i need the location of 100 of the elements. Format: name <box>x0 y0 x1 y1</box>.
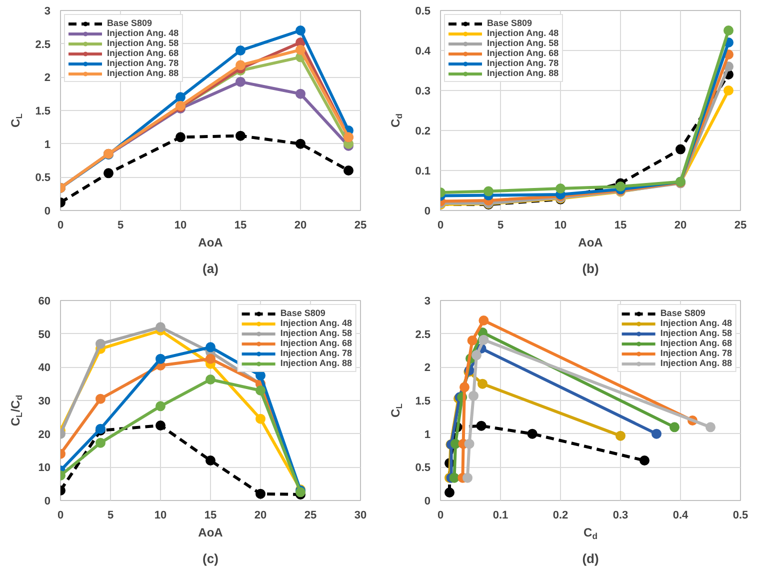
y-tick-label: 2.5 <box>35 38 51 51</box>
point <box>256 370 266 380</box>
legend-label: Base S809 <box>280 308 326 318</box>
x-tick-label: 10 <box>554 220 567 232</box>
point <box>472 350 482 360</box>
legend-label: Injection Ang. 78 <box>107 58 179 68</box>
y-tick-label: 0.2 <box>415 126 431 138</box>
x-tick-label: 5 <box>497 220 504 232</box>
x-axis-title: AoA <box>198 236 224 250</box>
point <box>236 76 246 87</box>
point <box>206 354 216 364</box>
legend-label: Injection Ang. 68 <box>660 338 732 348</box>
y-tick-label: 3 <box>424 296 431 308</box>
y-axis-title: CL/Cd <box>8 394 24 426</box>
x-tick-label: 5 <box>117 220 124 232</box>
x-tick-label: 25 <box>734 220 747 232</box>
x-tick-label: 15 <box>234 220 247 232</box>
text: (c) <box>202 551 218 566</box>
point <box>296 26 306 36</box>
legend-label: Injection Ang. 58 <box>487 38 559 48</box>
y-axis-title: CL <box>388 404 404 418</box>
text: (b) <box>582 261 599 276</box>
y-tick-label: 0 <box>44 206 51 218</box>
point <box>556 184 566 194</box>
y-axis-title: CL <box>8 114 24 128</box>
y-tick-label: 0.4 <box>415 46 432 58</box>
point <box>464 438 474 449</box>
x-tick-label: 0.3 <box>612 510 628 522</box>
y-tick-label: 0.5 <box>35 172 51 184</box>
y-tick-label: 1 <box>44 138 51 151</box>
point <box>670 422 680 432</box>
point <box>296 44 306 55</box>
point <box>176 132 186 142</box>
legend-label: Injection Ang. 78 <box>660 348 732 358</box>
y-tick-label: 1 <box>424 428 431 441</box>
point <box>256 386 266 396</box>
point <box>484 186 494 196</box>
point <box>156 354 166 364</box>
x-tick-label: 20 <box>294 220 307 232</box>
point <box>256 414 266 424</box>
x-axis-title: AoA <box>578 236 604 250</box>
legend-label: Injection Ang. 68 <box>107 48 179 58</box>
y-tick-label: 0.1 <box>415 166 431 178</box>
point <box>176 92 186 102</box>
point <box>156 322 166 332</box>
legend-label: Injection Ang. 68 <box>487 48 559 58</box>
x-tick-label: 0.5 <box>732 510 748 522</box>
x-tick-label: 0 <box>57 220 64 232</box>
legend-label: Injection Ang. 58 <box>660 328 732 338</box>
y-tick-label: 0.5 <box>415 462 431 474</box>
point <box>706 422 716 432</box>
y-tick-label: 0 <box>44 496 51 508</box>
y-tick-label: 0 <box>424 496 431 508</box>
y-axis-title: Cd <box>388 114 404 128</box>
y-tick-label: 3 <box>44 6 51 18</box>
legend-label: Injection Ang. 58 <box>280 328 352 338</box>
legend-label: Injection Ang. 48 <box>660 318 732 328</box>
point <box>236 60 246 70</box>
y-tick-label: 0.5 <box>415 6 431 18</box>
point <box>296 138 306 149</box>
x-tick-label: 5 <box>107 510 114 522</box>
point <box>467 336 478 346</box>
point <box>96 394 106 404</box>
legend-label: Injection Ang. 88 <box>107 68 179 78</box>
y-tick-label: 2 <box>424 362 431 374</box>
point <box>206 456 216 466</box>
text: (a) <box>202 261 218 276</box>
x-tick-label: 15 <box>614 220 627 232</box>
y-tick-label: 60 <box>38 296 51 308</box>
point <box>206 342 216 352</box>
point <box>96 438 106 448</box>
point <box>676 144 686 154</box>
y-tick-label: 30 <box>38 396 51 408</box>
x-tick-label: 10 <box>174 220 187 232</box>
x-tick-label: 0 <box>437 510 444 522</box>
point <box>478 334 489 345</box>
x-axis-title: AoA <box>198 526 224 540</box>
x-tick-label: 20 <box>254 510 267 522</box>
legend-label: Injection Ang. 78 <box>280 348 352 358</box>
x-tick-label: 0.1 <box>492 510 508 522</box>
y-tick-label: 0 <box>424 206 431 218</box>
legend-label: Base S809 <box>660 308 706 318</box>
point <box>724 26 734 36</box>
text: (d) <box>582 551 599 566</box>
x-tick-label: 30 <box>354 510 367 522</box>
y-tick-label: 40 <box>38 362 51 374</box>
x-tick-label: 0.2 <box>552 510 568 522</box>
point <box>616 430 626 441</box>
x-tick-label: 10 <box>154 510 167 522</box>
y-tick-label: 10 <box>38 462 51 474</box>
point <box>462 472 472 483</box>
y-tick-label: 1.5 <box>35 106 51 118</box>
point <box>296 88 306 99</box>
point <box>104 168 114 178</box>
point <box>460 382 470 392</box>
point <box>478 378 488 389</box>
point <box>640 456 650 466</box>
legend-label: Injection Ang. 68 <box>280 338 352 348</box>
point <box>236 46 246 56</box>
point <box>236 130 246 141</box>
